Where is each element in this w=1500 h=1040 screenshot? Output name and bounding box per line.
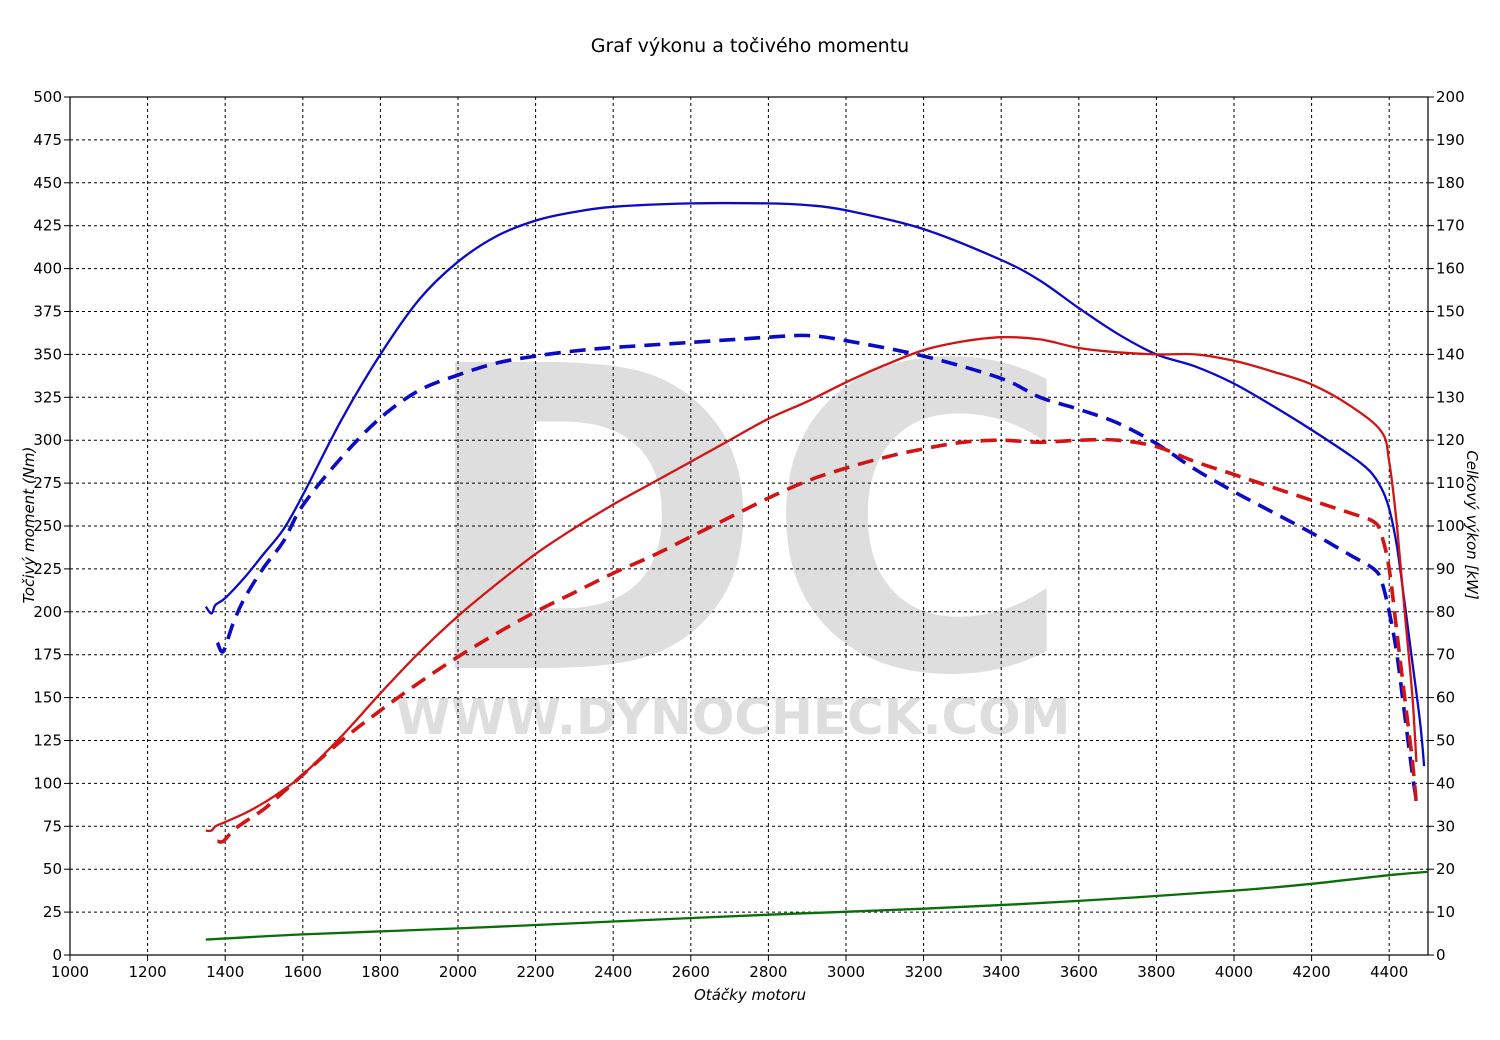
x-tick-label: 3600 <box>1060 963 1098 981</box>
y-tick-label: 350 <box>33 345 62 363</box>
x-tick-label: 3200 <box>905 963 943 981</box>
y2-tick-label: 160 <box>1436 260 1465 278</box>
y-tick-label: 425 <box>33 217 62 235</box>
x-tick-label: 3000 <box>827 963 865 981</box>
watermark: DC WWW.DYNOCHECK.COM <box>396 279 1074 768</box>
y2-tick-label: 140 <box>1436 345 1465 363</box>
x-tick-label: 1800 <box>361 963 399 981</box>
series-line-1 <box>204 201 1426 767</box>
y2-tick-label: 90 <box>1436 560 1455 578</box>
y2-tick-label: 170 <box>1436 217 1465 235</box>
series-group <box>204 201 1429 941</box>
y-tick-label: 300 <box>33 431 62 449</box>
x-tick-label: 4000 <box>1215 963 1253 981</box>
y-tick-label: 50 <box>43 860 62 878</box>
series-line-4 <box>217 437 1419 844</box>
y-tick-label: 450 <box>33 174 62 192</box>
series-line-5 <box>205 870 1429 941</box>
y-tick-label: 475 <box>33 131 62 149</box>
x-tick-label: 2400 <box>594 963 632 981</box>
y2-tick-label: 80 <box>1436 603 1455 621</box>
y2-tick-label: 180 <box>1436 174 1465 192</box>
y2-tick-label: 120 <box>1436 431 1465 449</box>
y2-tick-label: 0 <box>1436 946 1446 964</box>
y-tick-label: 375 <box>33 303 62 321</box>
y2-tick-label: 130 <box>1436 388 1465 406</box>
y-tick-label: 225 <box>33 560 62 578</box>
y-tick-label: 500 <box>33 88 62 106</box>
grid <box>70 97 1428 955</box>
chart-title: Graf výkonu a točivého momentu <box>591 35 909 57</box>
x-tick-label: 2800 <box>749 963 787 981</box>
x-tick-label: 1400 <box>206 963 244 981</box>
y2-tick-label: 190 <box>1436 131 1465 149</box>
x-axis-label: Otáčky motoru <box>694 986 806 1004</box>
x-tick-label: 2000 <box>439 963 477 981</box>
y2-tick-label: 20 <box>1436 860 1455 878</box>
y2-tick-label: 100 <box>1436 517 1465 535</box>
y2-tick-label: 10 <box>1436 903 1455 921</box>
x-tick-label: 1600 <box>284 963 322 981</box>
y-tick-label: 75 <box>43 817 62 835</box>
y2-tick-label: 60 <box>1436 689 1455 707</box>
y2-tick-label: 30 <box>1436 817 1455 835</box>
y-tick-label: 25 <box>43 903 62 921</box>
y-tick-label: 200 <box>33 603 62 621</box>
x-tick-label: 4200 <box>1293 963 1331 981</box>
watermark-logo: DC <box>417 279 1074 768</box>
y2-tick-label: 110 <box>1436 474 1465 492</box>
x-tick-label: 4400 <box>1370 963 1408 981</box>
x-tick-label: 1000 <box>51 963 89 981</box>
watermark-url: WWW.DYNOCHECK.COM <box>396 688 1071 746</box>
y-tick-label: 250 <box>33 517 62 535</box>
y-tick-label: 0 <box>52 946 62 964</box>
y-tick-label: 175 <box>33 646 62 664</box>
y-tick-label: 325 <box>33 388 62 406</box>
y2-tick-label: 40 <box>1436 774 1455 792</box>
y2-tick-label: 200 <box>1436 88 1465 106</box>
x-tick-label: 3400 <box>982 963 1020 981</box>
x-tick-label: 2200 <box>517 963 555 981</box>
x-tick-label: 2600 <box>672 963 710 981</box>
axis-ticks: 1000 1200 1400 1600 1800 2000 2200 2400 2600 2800… <box>33 88 1464 981</box>
y2-tick-label: 150 <box>1436 303 1465 321</box>
x-tick-label: 3800 <box>1137 963 1175 981</box>
y-tick-label: 150 <box>33 689 62 707</box>
y2-tick-label: 50 <box>1436 732 1455 750</box>
y2-axis-label: Celkový výkon [kW] <box>1463 450 1481 600</box>
y-axis-label: Točivý moment (Nm) <box>20 447 38 604</box>
y-tick-label: 275 <box>33 474 62 492</box>
y-tick-label: 100 <box>33 774 62 792</box>
x-tick-label: 1200 <box>129 963 167 981</box>
series-line-2 <box>215 333 1419 801</box>
y2-tick-label: 70 <box>1436 646 1455 664</box>
y-tick-label: 400 <box>33 260 62 278</box>
y-tick-label: 125 <box>33 732 62 750</box>
